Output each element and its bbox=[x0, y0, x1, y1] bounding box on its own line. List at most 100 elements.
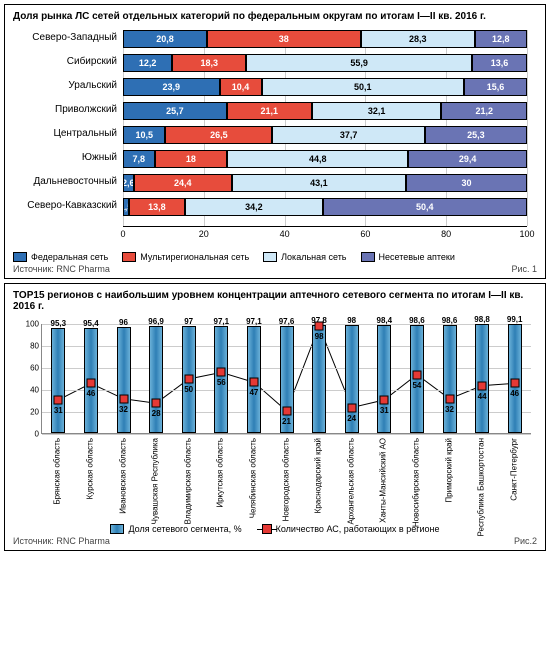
line-marker bbox=[86, 379, 95, 388]
y-tick: 20 bbox=[30, 408, 39, 417]
marker-value-label: 21 bbox=[282, 417, 291, 426]
bar-segment: 18 bbox=[155, 150, 228, 168]
line-marker bbox=[380, 395, 389, 404]
line-marker bbox=[347, 403, 356, 412]
category-label: Центральный bbox=[13, 128, 117, 139]
chart1-fig-label: Рис. 1 bbox=[511, 264, 537, 274]
category-label: Новосибирская область bbox=[411, 438, 420, 527]
legend-item: Локальная сеть bbox=[263, 252, 346, 262]
category-label: Республика Башкортостан bbox=[477, 438, 486, 536]
category-label: Новгородская область bbox=[281, 438, 290, 521]
marker-value-label: 46 bbox=[86, 389, 95, 398]
line-marker bbox=[119, 394, 128, 403]
legend-label: Мультирегиональная сеть bbox=[140, 252, 249, 262]
line-marker bbox=[282, 406, 291, 415]
marker-value-label: 44 bbox=[478, 392, 487, 401]
marker-value-label: 32 bbox=[445, 405, 454, 414]
bar-segment: 25,3 bbox=[425, 126, 527, 144]
legend-label: Федеральная сеть bbox=[31, 252, 108, 262]
chart2-fig-label: Рис.2 bbox=[514, 536, 537, 546]
bar-segment: 25,7 bbox=[123, 102, 227, 120]
category-label: Архангельская область bbox=[346, 438, 355, 525]
bar-segment: 55,9 bbox=[246, 54, 472, 72]
bar-row: Северо-Западный20,83828,312,8 bbox=[123, 30, 527, 48]
bar-value-label: 97,6 bbox=[279, 317, 295, 326]
bar-segment: 38 bbox=[207, 30, 361, 48]
legend-item: Мультирегиональная сеть bbox=[122, 252, 249, 262]
category-label: Брянская область bbox=[53, 438, 62, 505]
bar bbox=[475, 324, 489, 433]
chart1-title: Доля рынка ЛС сетей отдельных категорий … bbox=[13, 11, 537, 22]
bar bbox=[377, 325, 391, 433]
bar-segment: 2,6 bbox=[123, 174, 134, 192]
bar-value-label: 98,4 bbox=[377, 316, 393, 325]
category-label: Северо-Кавказский bbox=[13, 200, 117, 211]
bar-segment: 10,5 bbox=[123, 126, 165, 144]
bar-segment: 23,9 bbox=[123, 78, 220, 96]
x-tick: 20 bbox=[199, 229, 209, 239]
line-marker bbox=[412, 370, 421, 379]
category-label: Приморский край bbox=[444, 438, 453, 503]
bar-segment: 34,2 bbox=[185, 198, 323, 216]
bar-value-label: 96,9 bbox=[148, 317, 164, 326]
chart2-source: Источник: RNC Pharma bbox=[13, 536, 110, 546]
bar-segment: 13,6 bbox=[472, 54, 527, 72]
square-marker-icon bbox=[262, 524, 272, 534]
bar-segment: 30 bbox=[406, 174, 527, 192]
y-tick: 40 bbox=[30, 386, 39, 395]
bar-value-label: 98,8 bbox=[474, 315, 490, 324]
bar-value-label: 95,3 bbox=[51, 319, 67, 328]
legend-item: Федеральная сеть bbox=[13, 252, 108, 262]
bar-row: Центральный10,526,537,725,3 bbox=[123, 126, 527, 144]
bar-value-label: 98,6 bbox=[442, 316, 458, 325]
category-label: Ханты-Мансийский АО bbox=[379, 438, 388, 523]
bar-segment: 15,6 bbox=[464, 78, 527, 96]
line-marker bbox=[510, 379, 519, 388]
chart2-plot: 02040608010095,395,49696,99797,197,197,6… bbox=[41, 320, 531, 520]
bar-segment: 12,2 bbox=[123, 54, 172, 72]
line-marker bbox=[184, 375, 193, 384]
category-label: Санкт-Петербург bbox=[509, 438, 518, 501]
y-tick: 60 bbox=[30, 364, 39, 373]
category-label: Челябинская область bbox=[248, 438, 257, 518]
line-marker bbox=[315, 322, 324, 331]
bar-row: Уральский23,910,450,115,6 bbox=[123, 78, 527, 96]
bar-segment: 50,1 bbox=[262, 78, 464, 96]
y-tick: 80 bbox=[30, 342, 39, 351]
chart1-source: Источник: RNC Pharma bbox=[13, 264, 110, 274]
bar-segment: 29,4 bbox=[408, 150, 527, 168]
bar-segment: 50,4 bbox=[323, 198, 527, 216]
marker-value-label: 32 bbox=[119, 405, 128, 414]
marker-value-label: 50 bbox=[184, 385, 193, 394]
category-label: Сибирский bbox=[13, 56, 117, 67]
chart2-legend: Доля сетевого сегмента, % Количество АС,… bbox=[13, 524, 537, 534]
bar bbox=[312, 325, 326, 433]
bar-segment: 32,1 bbox=[312, 102, 442, 120]
line-marker bbox=[445, 394, 454, 403]
bar-value-label: 96 bbox=[119, 318, 128, 327]
marker-value-label: 31 bbox=[380, 406, 389, 415]
chart1-legend: Федеральная сеть Мультирегиональная сеть Л… bbox=[13, 252, 537, 262]
bar-value-label: 99,1 bbox=[507, 315, 523, 324]
marker-value-label: 54 bbox=[412, 381, 421, 390]
bar-value-label: 97,1 bbox=[214, 317, 230, 326]
chart2-panel: TOP15 регионов с наибольшим уровнем конц… bbox=[4, 283, 546, 551]
bar-segment: 13,8 bbox=[129, 198, 185, 216]
bar-segment: 20,8 bbox=[123, 30, 207, 48]
marker-value-label: 24 bbox=[347, 414, 356, 423]
bar-row: Дальневосточный2,624,443,130 bbox=[123, 174, 527, 192]
legend-bars-label: Доля сетевого сегмента, % bbox=[128, 524, 241, 534]
bar-segment: 7,8 bbox=[123, 150, 155, 168]
x-tick: 80 bbox=[441, 229, 451, 239]
legend-label: Локальная сеть bbox=[281, 252, 346, 262]
category-label: Курская область bbox=[85, 438, 94, 499]
category-label: Ивановская область bbox=[118, 438, 127, 514]
y-tick: 0 bbox=[35, 430, 39, 439]
legend-item-bars: Доля сетевого сегмента, % bbox=[110, 524, 241, 534]
category-label: Иркутская область bbox=[216, 438, 225, 508]
bar-row: Южный7,81844,829,4 bbox=[123, 150, 527, 168]
chart1-plot: Северо-Западный20,83828,312,8Сибирский12… bbox=[123, 30, 527, 246]
bar-segment: 28,3 bbox=[361, 30, 475, 48]
x-tick: 0 bbox=[120, 229, 125, 239]
category-label: Владимирская область bbox=[183, 438, 192, 524]
